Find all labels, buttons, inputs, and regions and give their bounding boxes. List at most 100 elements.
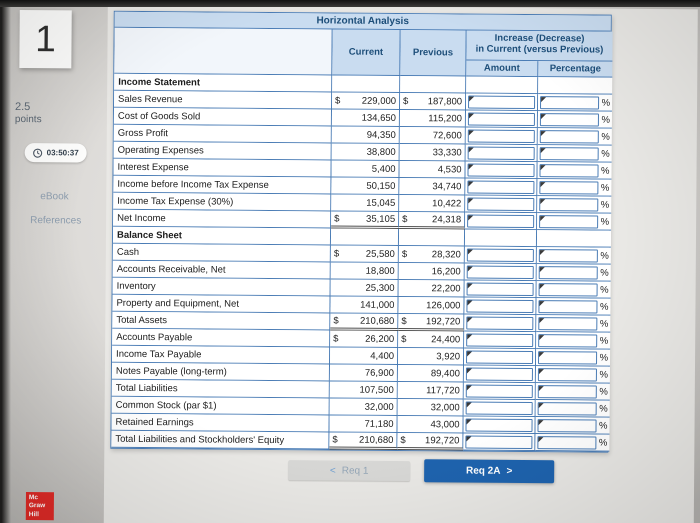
amount-input[interactable] [465, 418, 533, 432]
previous-value-cell: 22,200 [398, 279, 465, 298]
amount-input[interactable] [467, 180, 535, 194]
amount-cell [464, 263, 537, 282]
logo-line: Graw [28, 502, 46, 510]
current-value-cell: $35,105 [331, 211, 400, 229]
current-value-cell: 94,350 [331, 126, 400, 144]
percentage-input[interactable] [539, 146, 599, 161]
percent-sign: % [599, 386, 608, 398]
amount-input[interactable] [465, 435, 533, 449]
current-value-cell: 18,800 [330, 262, 399, 280]
amount-input[interactable] [466, 299, 534, 313]
percentage-input[interactable] [538, 350, 597, 365]
current-value-cell: 71,180 [329, 415, 398, 433]
percent-sign: % [599, 301, 609, 313]
percentage-input[interactable] [537, 401, 597, 416]
amount-input[interactable] [467, 129, 535, 143]
percent-sign: % [599, 335, 609, 347]
current-value-cell: 38,800 [331, 143, 400, 161]
amount-input[interactable] [465, 384, 533, 398]
references-link[interactable]: References [30, 215, 82, 227]
amount-input[interactable] [466, 248, 534, 262]
cell-marker-icon [540, 198, 546, 204]
percentage-input[interactable] [537, 367, 597, 382]
percentage-input[interactable] [538, 265, 598, 280]
percentage-input[interactable] [538, 333, 597, 348]
percentage-input[interactable] [537, 435, 596, 450]
percentage-input[interactable] [539, 112, 599, 127]
amount-input[interactable] [466, 265, 534, 279]
cell-value: 24,400 [431, 333, 461, 345]
dollar-sign: $ [333, 247, 340, 260]
cell-value: 76,900 [364, 367, 394, 379]
percentage-cell: % [535, 349, 611, 367]
amount-input[interactable] [466, 282, 534, 296]
percent-sign: % [601, 131, 610, 143]
amount-input[interactable] [467, 112, 535, 126]
cell-value: 5,400 [371, 163, 396, 175]
header-increase-title: Increase (Decrease) in Current (versus P… [466, 30, 613, 62]
amount-input[interactable] [467, 197, 535, 211]
percentage-input[interactable] [537, 384, 597, 399]
amount-input[interactable] [466, 333, 534, 347]
percentage-input[interactable] [539, 129, 599, 144]
percentage-input[interactable] [538, 248, 598, 263]
points-label: points [14, 113, 42, 126]
percentage-cell: % [537, 128, 612, 146]
cell-value: 71,180 [364, 418, 394, 430]
percent-sign: % [599, 420, 608, 432]
dollar-sign: $ [335, 94, 341, 107]
dollar-sign: $ [332, 433, 338, 446]
cell-marker-icon [539, 317, 545, 323]
amount-cell [464, 314, 537, 333]
amount-input[interactable] [467, 214, 535, 228]
cell-marker-icon [467, 266, 473, 272]
dollar-sign: $ [333, 314, 339, 327]
header-blank-cell [114, 27, 333, 76]
ebook-link[interactable]: eBook [40, 191, 69, 203]
percentage-input[interactable] [539, 163, 599, 178]
percentage-cell: % [535, 383, 610, 401]
cell-marker-icon [468, 164, 474, 170]
current-value-cell: $229,000 [332, 92, 401, 110]
percentage-input[interactable] [538, 316, 597, 331]
cell-marker-icon [539, 249, 545, 255]
amount-input[interactable] [468, 95, 536, 109]
previous-value-cell: 72,600 [399, 126, 466, 145]
amount-input[interactable] [467, 146, 535, 160]
amount-input[interactable] [466, 316, 534, 330]
req1-button[interactable]: < Req 1 [288, 460, 411, 482]
percentage-input[interactable] [537, 418, 597, 433]
previous-value-cell: 126,000 [398, 296, 465, 315]
logo-line: Mc [28, 494, 39, 502]
row-label: Net Income [113, 209, 332, 229]
amount-input[interactable] [467, 163, 535, 177]
percentage-input[interactable] [539, 197, 598, 212]
req2a-button[interactable]: Req 2A > [424, 459, 555, 484]
current-value-cell: 107,500 [329, 381, 398, 399]
percentage-input[interactable] [538, 282, 598, 297]
question-number: 1 [35, 18, 56, 60]
row-label: Property and Equipment, Net [112, 294, 331, 314]
current-value-cell: 4,400 [330, 347, 399, 365]
amount-cell [463, 382, 536, 401]
cell-marker-icon [539, 351, 545, 357]
cell-marker-icon [467, 317, 473, 323]
cell-marker-icon [469, 96, 475, 102]
dollar-sign: $ [334, 212, 340, 225]
amount-input[interactable] [466, 350, 534, 364]
percentage-input[interactable] [539, 214, 598, 229]
percentage-cell: % [537, 111, 612, 129]
current-value-cell: 141,000 [330, 296, 399, 314]
percent-sign: % [601, 148, 610, 160]
cell-marker-icon [539, 266, 545, 272]
cell-marker-icon [538, 419, 544, 425]
percentage-input[interactable] [540, 95, 599, 110]
percentage-input[interactable] [539, 180, 598, 195]
percent-sign: % [600, 182, 610, 194]
cell-value: 192,720 [425, 434, 460, 446]
points-display: 2.5 points [15, 101, 42, 125]
percentage-input[interactable] [538, 299, 598, 314]
amount-input[interactable] [465, 367, 533, 381]
amount-input[interactable] [465, 401, 533, 415]
